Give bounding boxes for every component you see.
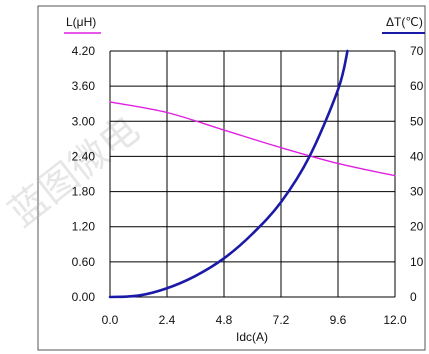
x-tick-label: 2.4 <box>159 313 176 327</box>
y-left-tick-label: 1.20 <box>72 220 96 234</box>
grid <box>109 50 396 298</box>
y-right-tick-label: 30 <box>410 185 424 199</box>
x-tick-label: 4.8 <box>216 313 233 327</box>
y-right-tick-label: 70 <box>410 44 424 58</box>
x-tick-label: 9.6 <box>330 313 347 327</box>
y-left-tick-label: 3.60 <box>72 79 96 93</box>
tick-labels: 0.0 2.4 4.8 7.2 9.6 12.0 0.00 0.60 1.20 1.80 2.40 3… <box>72 44 424 327</box>
y-left-axis-title: L(μH) <box>66 15 96 29</box>
series-line-temperature-rise <box>108 49 349 299</box>
y-right-tick-label: 20 <box>410 220 424 234</box>
y-left-tick-label: 3.00 <box>72 114 96 128</box>
y-right-axis-title: ΔT(℃) <box>386 15 423 29</box>
y-right-tick-label: 50 <box>410 114 424 128</box>
y-right-tick-label: 60 <box>410 79 424 93</box>
x-axis-title: Idc(A) <box>236 330 268 344</box>
y-right-tick-label: 0 <box>410 290 417 304</box>
y-left-tick-label: 2.40 <box>72 149 96 163</box>
y-left-tick-label: 1.80 <box>72 185 96 199</box>
chart-frame <box>37 5 426 351</box>
series-line-inductance <box>109 101 396 177</box>
y-left-tick-label: 4.20 <box>72 44 96 58</box>
x-tick-label: 7.2 <box>273 313 290 327</box>
y-left-tick-label: 0.00 <box>72 290 96 304</box>
x-tick-label: 0.0 <box>102 313 119 327</box>
y-left-tick-label: 0.60 <box>72 255 96 269</box>
x-tick-label: 12.0 <box>383 313 407 327</box>
series-layer <box>108 49 396 299</box>
y-right-tick-label: 40 <box>410 149 424 163</box>
y-right-tick-label: 10 <box>410 255 424 269</box>
